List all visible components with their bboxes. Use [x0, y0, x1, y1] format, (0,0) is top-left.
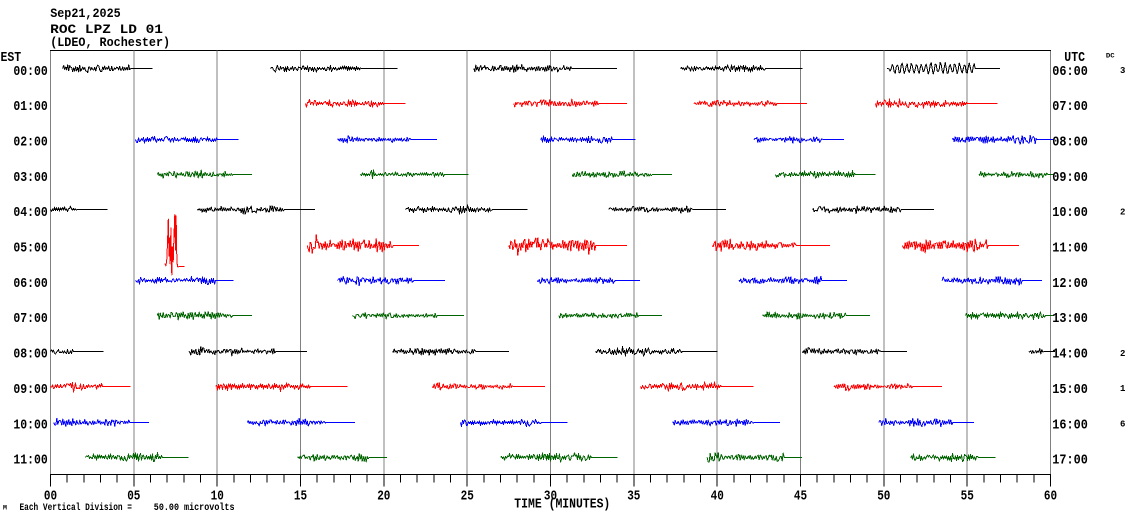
svg-text:02:00: 02:00: [13, 136, 47, 151]
svg-text:00:00: 00:00: [13, 65, 47, 80]
svg-text:1: 1: [1120, 384, 1126, 394]
svg-text:2: 2: [1120, 207, 1125, 217]
svg-text:10:00: 10:00: [13, 418, 47, 433]
svg-text:3: 3: [1120, 66, 1125, 76]
svg-text:06:00: 06:00: [1052, 65, 1088, 80]
svg-text:11:00: 11:00: [1052, 242, 1088, 257]
svg-text:DC: DC: [1106, 52, 1115, 59]
svg-text:10:00: 10:00: [1052, 206, 1088, 221]
svg-text:M: M: [3, 505, 7, 512]
svg-text:13:00: 13:00: [1052, 312, 1088, 327]
svg-text:03:00: 03:00: [13, 171, 47, 186]
svg-text:05:00: 05:00: [13, 242, 47, 257]
svg-text:08:00: 08:00: [13, 348, 47, 363]
svg-text:55: 55: [961, 488, 974, 504]
svg-text:10: 10: [211, 488, 224, 504]
svg-text:15: 15: [294, 488, 307, 504]
svg-text:12:00: 12:00: [1052, 277, 1088, 292]
svg-text:2: 2: [1120, 349, 1125, 359]
svg-text:14:00: 14:00: [1052, 348, 1088, 363]
svg-text:15:00: 15:00: [1052, 383, 1088, 398]
svg-text:01:00: 01:00: [13, 100, 47, 115]
svg-text:00: 00: [44, 488, 57, 504]
svg-text:09:00: 09:00: [1052, 171, 1088, 186]
svg-text:11:00: 11:00: [13, 454, 47, 469]
svg-text:07:00: 07:00: [1052, 100, 1088, 115]
svg-text:17:00: 17:00: [1052, 454, 1088, 469]
svg-text:(LDEO, Rochester): (LDEO, Rochester): [50, 36, 170, 50]
svg-text:20: 20: [377, 488, 390, 504]
svg-text:Sep21,2025: Sep21,2025: [50, 7, 121, 21]
svg-text:09:00: 09:00: [13, 383, 47, 398]
svg-text:Each Vertical Division =: Each Vertical Division =: [20, 502, 133, 514]
svg-text:07:00: 07:00: [13, 312, 47, 327]
svg-text:UTC: UTC: [1064, 51, 1085, 66]
svg-text:05: 05: [127, 488, 140, 504]
svg-text:6: 6: [1120, 420, 1125, 430]
svg-text:06:00: 06:00: [13, 277, 47, 292]
svg-text:30: 30: [544, 488, 557, 504]
svg-text:40: 40: [711, 488, 724, 504]
svg-text:50: 50: [877, 488, 890, 504]
svg-text:TIME (MINUTES): TIME (MINUTES): [514, 497, 610, 513]
svg-text:08:00: 08:00: [1052, 136, 1088, 151]
svg-text:35: 35: [627, 488, 640, 504]
svg-text:ROC LPZ LD 01: ROC LPZ LD 01: [50, 23, 163, 37]
svg-text:25: 25: [461, 488, 474, 504]
svg-text:60: 60: [1044, 488, 1057, 504]
svg-text:16:00: 16:00: [1052, 418, 1088, 433]
svg-text:04:00: 04:00: [13, 206, 47, 221]
svg-text:50.00 microvolts: 50.00 microvolts: [154, 502, 235, 514]
svg-text:EST: EST: [1, 51, 22, 66]
svg-text:45: 45: [794, 488, 807, 504]
